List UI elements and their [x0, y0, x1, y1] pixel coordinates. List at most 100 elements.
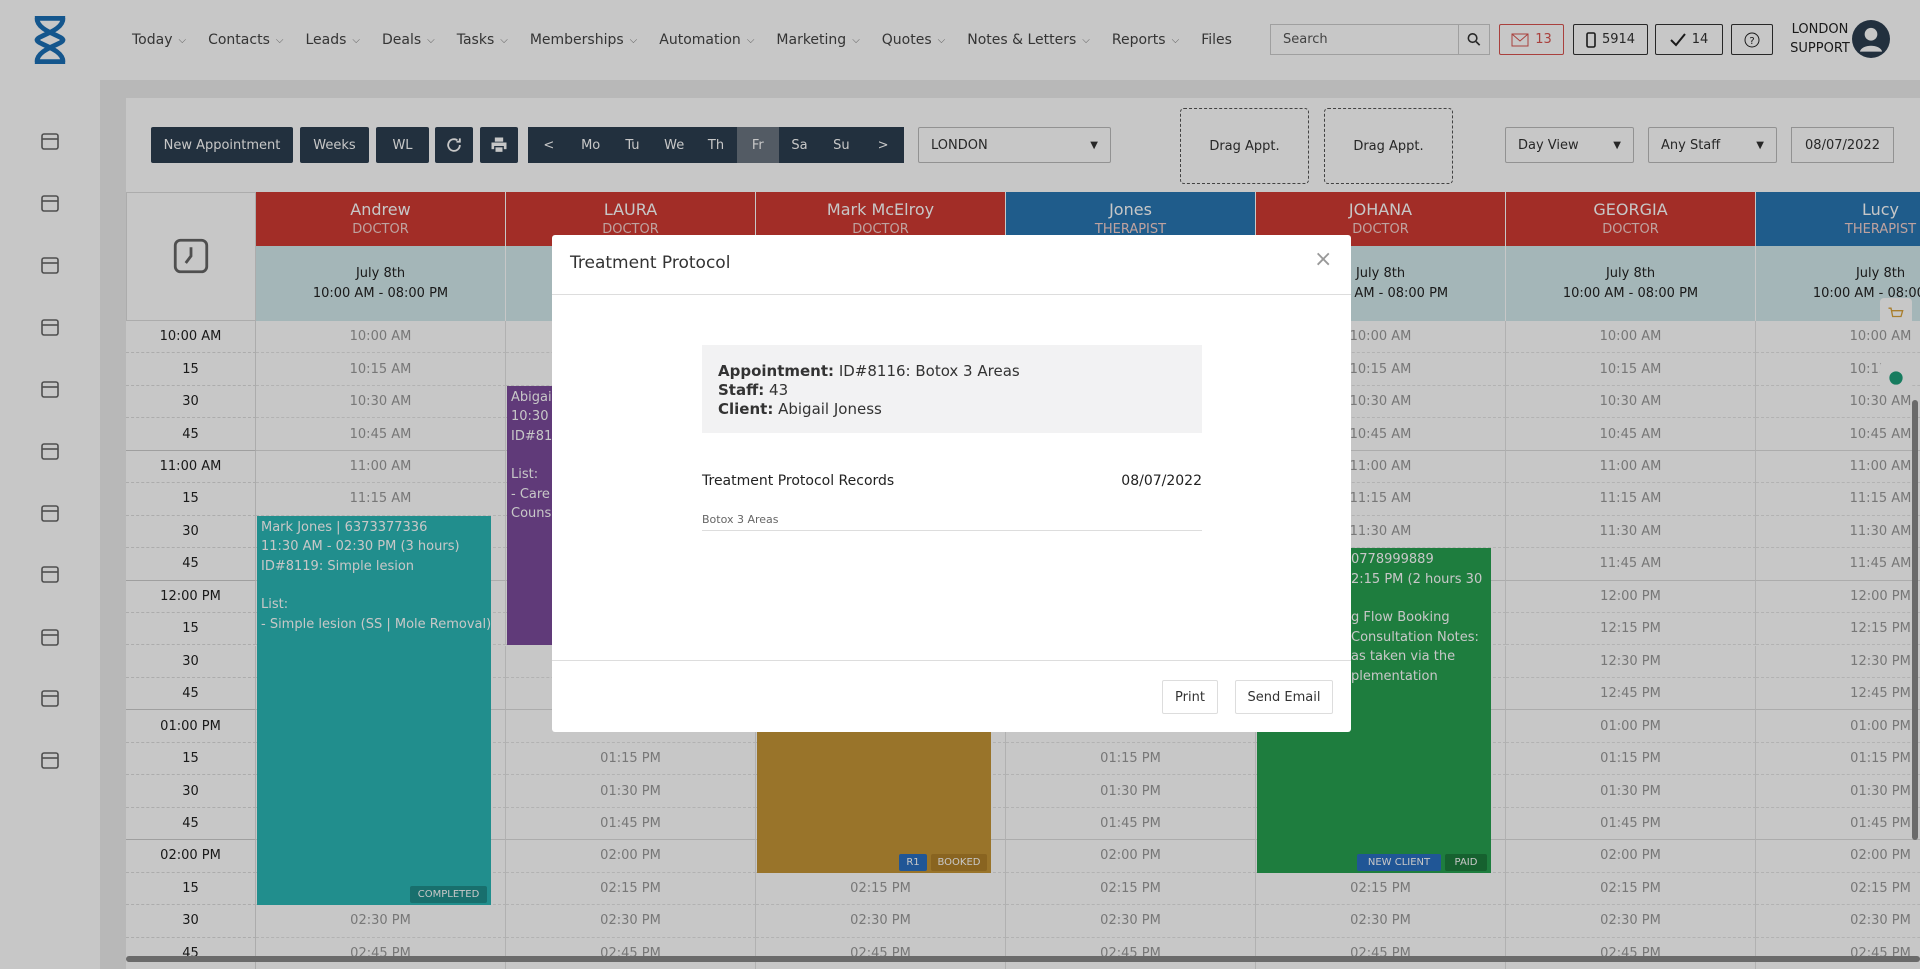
search-icon[interactable]	[1458, 25, 1489, 54]
time-slot[interactable]: 10:00 AM	[1756, 321, 1920, 354]
time-slot[interactable]: 11:15 AM	[1506, 483, 1756, 516]
time-slot[interactable]: 10:45 AM	[1506, 418, 1756, 451]
menu-item[interactable]: Memberships ⌵	[530, 28, 637, 52]
menu-label[interactable]: Quotes	[881, 32, 932, 48]
time-slot[interactable]: 02:30 PM	[1506, 905, 1756, 938]
day-button[interactable]: We	[653, 127, 696, 163]
time-slot[interactable]: 10:45 AM	[1256, 418, 1506, 451]
day-button[interactable]: Su	[820, 127, 863, 163]
time-slot[interactable]: 02:30 PM	[256, 905, 506, 938]
time-slot[interactable]: 11:00 AM	[1256, 450, 1506, 484]
time-slot[interactable]: 12:45 PM	[1756, 678, 1920, 711]
time-slot[interactable]: 11:15 AM	[1756, 483, 1920, 516]
time-slot[interactable]: 10:00 AM	[1256, 321, 1506, 354]
time-slot[interactable]: 10:15 AM	[256, 353, 506, 386]
vertical-scrollbar[interactable]	[1912, 400, 1918, 840]
menu-label[interactable]: Today	[132, 32, 173, 48]
day-button[interactable]: >	[862, 127, 904, 163]
time-slot[interactable]: 12:30 PM	[1506, 645, 1756, 678]
time-slot[interactable]: 11:00 AM	[1506, 450, 1756, 484]
menu-label[interactable]: Deals	[381, 32, 422, 48]
location-select[interactable]: LONDON ▼	[918, 127, 1111, 163]
menu-label[interactable]: Leads	[305, 32, 347, 48]
sidebar-icon[interactable]	[38, 315, 62, 339]
time-slot[interactable]: 10:30 AM	[256, 385, 506, 419]
record-item[interactable]: Botox 3 Areas	[702, 513, 779, 526]
menu-item[interactable]: Reports ⌵	[1112, 28, 1179, 52]
time-slot[interactable]: 02:30 PM	[1256, 905, 1506, 938]
time-slot[interactable]: 10:45 AM	[256, 418, 506, 451]
time-slot[interactable]: 01:15 PM	[506, 742, 756, 776]
day-button[interactable]: Fr	[736, 127, 779, 163]
sidebar-icon[interactable]	[38, 562, 62, 586]
menu-item[interactable]: Quotes ⌵	[882, 28, 945, 52]
time-slot[interactable]: 10:30 AM	[1506, 385, 1756, 419]
menu-item[interactable]: Marketing ⌵	[776, 28, 859, 52]
time-slot[interactable]: 02:15 PM	[1006, 872, 1256, 906]
view-select[interactable]: Day View ▼	[1505, 127, 1634, 163]
menu-label[interactable]: Marketing	[776, 32, 847, 48]
time-slot[interactable]: 11:15 AM	[1256, 483, 1506, 516]
time-slot[interactable]: 01:45 PM	[1006, 807, 1256, 841]
staff-header[interactable]: GEORGIA DOCTOR	[1506, 192, 1756, 246]
drag-appt-box[interactable]: Drag Appt.	[1324, 108, 1453, 184]
time-slot[interactable]: 11:30 AM	[1756, 516, 1920, 549]
drag-appt-box[interactable]: Drag Appt.	[1180, 108, 1309, 184]
sidebar-icon[interactable]	[38, 625, 62, 649]
modal-close[interactable]: ×	[1314, 247, 1333, 272]
menu-item[interactable]: Deals ⌵	[382, 28, 435, 52]
day-button[interactable]: Tu	[611, 127, 654, 163]
help-button[interactable]: ?	[1731, 24, 1773, 55]
appointment[interactable]: 0778999889 2:15 PM (2 hours 30 g Flow Book…	[1257, 548, 1491, 873]
staff-header[interactable]: Andrew DOCTOR	[256, 192, 506, 246]
time-slot[interactable]: 02:15 PM	[1506, 872, 1756, 906]
time-slot[interactable]: 01:30 PM	[1756, 775, 1920, 808]
appointment[interactable]: Mark Jones | 6373377336 11:30 AM - 02:30 …	[257, 515, 491, 906]
sidebar-icon[interactable]	[38, 748, 62, 772]
sidebar-icon[interactable]	[38, 253, 62, 277]
day-button[interactable]: Th	[695, 127, 737, 163]
time-slot[interactable]: 12:30 PM	[1756, 646, 1920, 678]
sidebar-icon[interactable]	[38, 377, 62, 401]
date-input[interactable]: 08/07/2022	[1791, 127, 1894, 163]
time-slot[interactable]: 10:45 AM	[1756, 418, 1920, 451]
time-slot[interactable]: 11:15 AM	[256, 483, 506, 516]
toolbar-button[interactable]: Weeks	[300, 127, 369, 163]
menu-label[interactable]: Contacts	[208, 32, 270, 48]
time-slot[interactable]: 01:45 PM	[1506, 807, 1756, 841]
time-slot[interactable]: 01:30 PM	[1506, 775, 1756, 808]
menu-label[interactable]: Notes & Letters	[967, 32, 1077, 48]
time-slot[interactable]: 02:15 PM	[756, 872, 1006, 906]
time-slot[interactable]: 02:30 PM	[756, 905, 1006, 938]
time-slot[interactable]: 11:30 AM	[1256, 515, 1506, 549]
menu-label[interactable]: Automation	[659, 32, 741, 48]
menu-item[interactable]: Notes & Letters ⌵	[967, 28, 1090, 52]
time-slot[interactable]: 11:00 AM	[1756, 451, 1920, 484]
day-button[interactable]: Mo	[569, 127, 612, 163]
menu-label[interactable]: Reports	[1111, 32, 1166, 48]
search-box[interactable]: Search	[1270, 24, 1490, 55]
day-button[interactable]: Sa	[778, 127, 821, 163]
toolbar-button[interactable]: WL	[376, 127, 429, 163]
time-slot[interactable]: 02:30 PM	[1756, 905, 1920, 938]
time-slot[interactable]: 02:30 PM	[506, 905, 756, 938]
time-slot[interactable]: 01:15 PM	[1756, 743, 1920, 776]
time-slot[interactable]: 10:00 AM	[256, 321, 506, 354]
time-slot[interactable]: 11:45 AM	[1756, 548, 1920, 581]
menu-item[interactable]: Today ⌵	[132, 28, 186, 52]
time-slot[interactable]: 11:45 AM	[1506, 548, 1756, 581]
time-slot[interactable]: 12:15 PM	[1506, 613, 1756, 646]
time-slot[interactable]: 01:00 PM	[1506, 710, 1756, 743]
staff-header[interactable]: Lucy THERAPIST	[1756, 192, 1920, 246]
horizontal-scrollbar[interactable]	[126, 956, 1920, 962]
modal-button[interactable]: Print	[1162, 680, 1218, 714]
menu-label[interactable]: Memberships	[529, 32, 624, 48]
refresh-button[interactable]	[435, 127, 473, 163]
time-slot[interactable]: 02:00 PM	[506, 840, 756, 873]
time-slot[interactable]: 01:45 PM	[506, 807, 756, 841]
cart-float[interactable]	[1880, 298, 1912, 330]
menu-label[interactable]: Files	[1201, 32, 1232, 48]
time-slot[interactable]: 10:30 AM	[1256, 385, 1506, 419]
sidebar-icon[interactable]	[38, 191, 62, 215]
menu-item[interactable]: Automation ⌵	[659, 28, 754, 52]
